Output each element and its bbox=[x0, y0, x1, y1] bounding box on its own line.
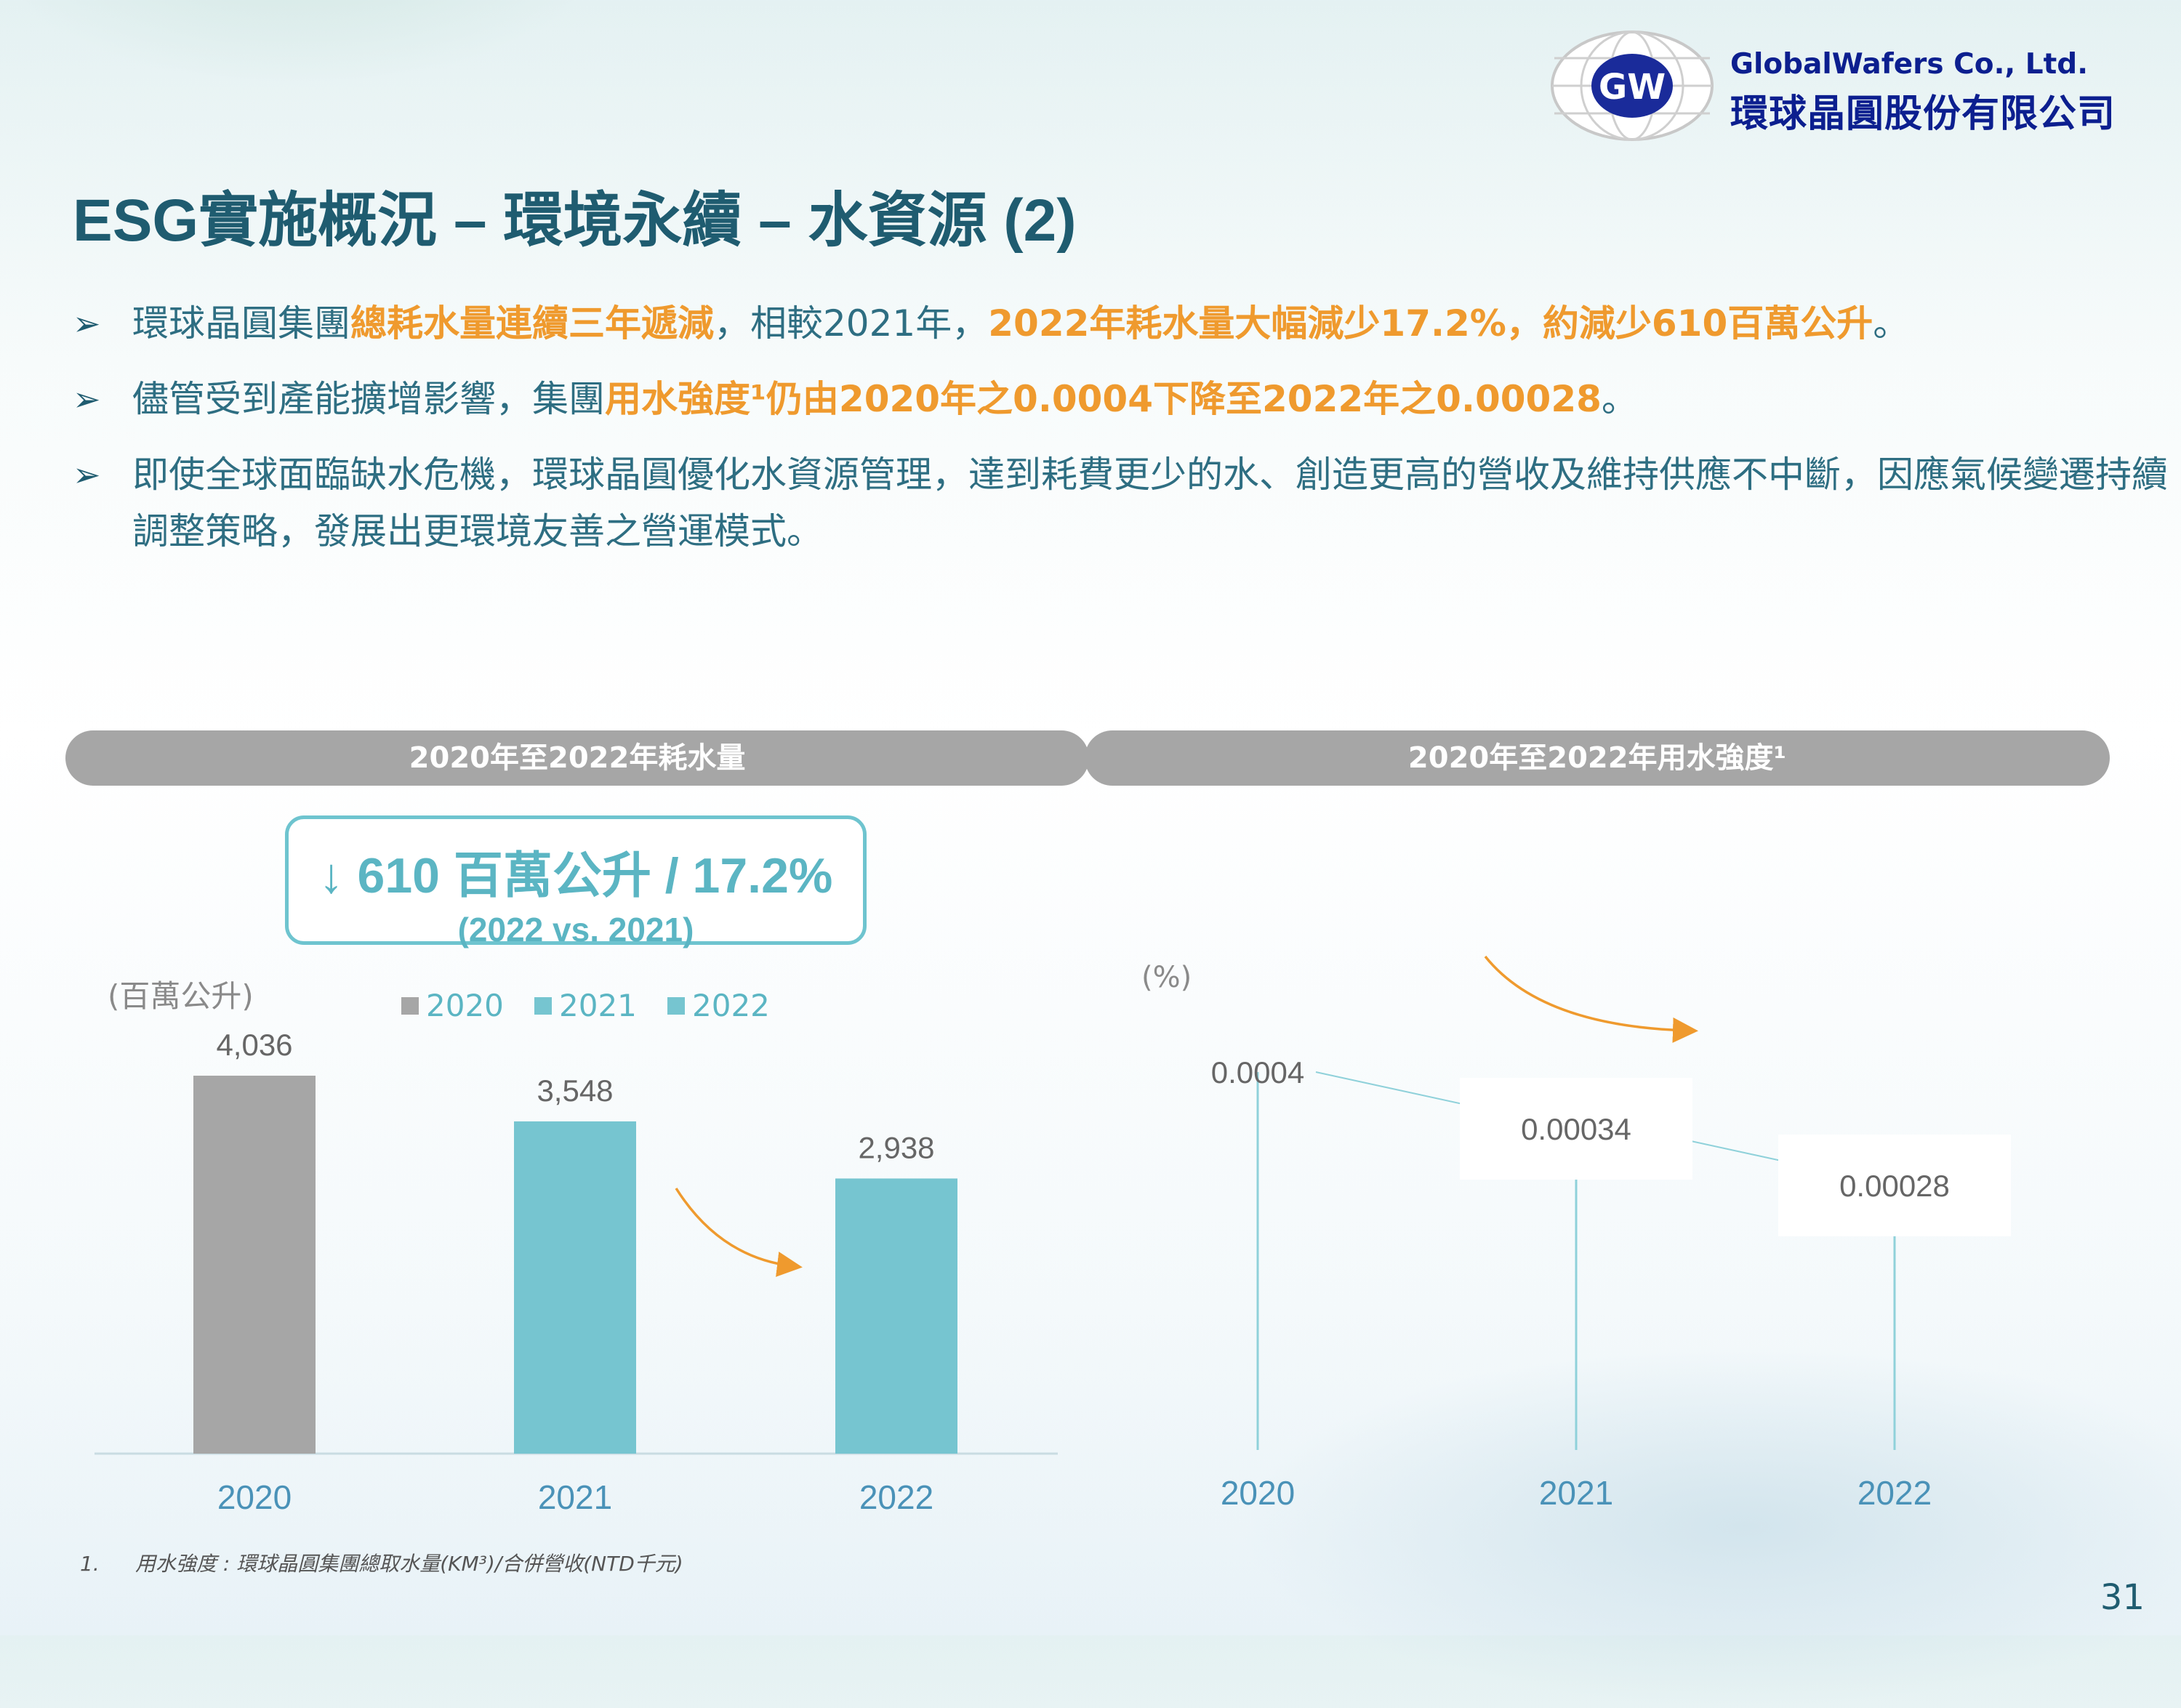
arrow-bullet-icon: ➢ bbox=[73, 304, 101, 343]
y-axis-unit-label: (百萬公升) bbox=[108, 978, 254, 1014]
reduction-callout: ↓ 610 百萬公升 / 17.2% (2022 vs. 2021) bbox=[285, 815, 867, 948]
x-tick-label: 2020 bbox=[217, 1478, 292, 1516]
highlight-text: 用水強度¹仍由2020年之0.0004下降至2022年之0.00028 bbox=[605, 378, 1602, 420]
data-label: 2,938 bbox=[858, 1130, 934, 1164]
legend-swatch bbox=[401, 997, 419, 1015]
page-number: 31 bbox=[2100, 1577, 2145, 1618]
logo-mark: GW bbox=[1599, 67, 1666, 108]
legend-label: 2022 bbox=[692, 988, 770, 1023]
x-tick-label: 2021 bbox=[538, 1478, 612, 1516]
data-label-box bbox=[1778, 1135, 2011, 1236]
bullet-text-run: ，相較2021年， bbox=[714, 302, 989, 345]
legend-swatch bbox=[667, 997, 685, 1015]
footnote: 1. 用水強度 : 環球晶圓集團總取水量(KM³)/合併營收(NTD千元) bbox=[80, 1548, 683, 1577]
x-tick-label: 2022 bbox=[859, 1478, 933, 1516]
bullet-text: 環球晶圓集團總耗水量連續三年遞減，相較2021年，2022年耗水量大幅減少17.… bbox=[132, 295, 2181, 352]
data-label: 3,548 bbox=[537, 1073, 613, 1108]
bullet-text-run: 儘管受到產能擴增影響，集團 bbox=[132, 378, 605, 420]
y-axis-unit-label: (%) bbox=[1141, 961, 1192, 994]
footnote-number: 1. bbox=[80, 1552, 100, 1576]
x-tick-label: 2021 bbox=[1539, 1474, 1613, 1512]
data-label: 0.00028 bbox=[1839, 1169, 1950, 1203]
company-name-en: GlobalWafers Co., Ltd. bbox=[1730, 48, 2089, 81]
bullet-text-run: 。 bbox=[1601, 378, 1638, 420]
highlight-text: 總耗水量連續三年遞減 bbox=[350, 302, 714, 345]
trend-arrow-icon bbox=[675, 1188, 803, 1277]
arrow-bullet-icon: ➢ bbox=[73, 455, 101, 494]
arrow-bullet-icon: ➢ bbox=[73, 379, 101, 419]
legend-label: 2021 bbox=[559, 988, 637, 1023]
bullet-text-run: 環球晶圓集團 bbox=[132, 302, 350, 345]
bullet-text-run: 即使全球面臨缺水危機，環球晶圓優化水資源管理，達到耗費更少的水、創造更高的營收及… bbox=[132, 454, 2168, 552]
company-logo: GW GlobalWafers Co., Ltd. 環球晶圓股份有限公司 bbox=[1549, 29, 2130, 145]
bullet-text: 即使全球面臨缺水危機，環球晶圓優化水資源管理，達到耗費更少的水、創造更高的營收及… bbox=[132, 446, 2181, 560]
bar-2021 bbox=[514, 1121, 636, 1454]
data-label: 0.0004 bbox=[1211, 1055, 1304, 1089]
callout-sub-text: (2022 vs. 2021) bbox=[457, 911, 694, 948]
data-label-box bbox=[1460, 1078, 1692, 1180]
charts-canvas: (百萬公升) 2020 2021 2022 4,036 2020 3,548 2021 2,93… bbox=[95, 955, 2011, 1516]
data-label: 4,036 bbox=[216, 1028, 292, 1062]
company-name-zh: 環球晶圓股份有限公司 bbox=[1730, 92, 2116, 136]
bar-2020 bbox=[193, 1076, 316, 1454]
bar-2022 bbox=[835, 1178, 957, 1454]
page-title: ESG實施概況 – 環境永續 – 水資源 (2) bbox=[73, 188, 1077, 254]
footnote-text: 用水強度 : 環球晶圓集團總取水量(KM³)/合併營收(NTD千元) bbox=[135, 1552, 683, 1576]
legend-swatch bbox=[534, 997, 552, 1015]
globe-logo-icon: GW bbox=[1551, 31, 1714, 141]
chart-title-water-intensity: 2020年至2022年用水強度¹ bbox=[1085, 730, 2110, 786]
x-tick-label: 2020 bbox=[1221, 1474, 1295, 1512]
x-tick-label: 2022 bbox=[1857, 1474, 1932, 1512]
data-label: 0.00034 bbox=[1521, 1112, 1631, 1146]
callout-main-text: ↓ 610 百萬公升 / 17.2% bbox=[318, 848, 833, 903]
highlight-text: 2022年耗水量大幅減少17.2%，約減少610百萬公升 bbox=[988, 302, 1873, 345]
chart-title-water-consumption: 2020年至2022年耗水量 bbox=[65, 730, 1089, 786]
bullet-text: 儘管受到產能擴增影響，集團用水強度¹仍由2020年之0.0004下降至2022年… bbox=[132, 371, 2181, 427]
trend-arrow-icon bbox=[1484, 955, 1698, 1043]
legend-label: 2020 bbox=[426, 988, 504, 1023]
bullet-text-run: 。 bbox=[1873, 302, 1910, 345]
